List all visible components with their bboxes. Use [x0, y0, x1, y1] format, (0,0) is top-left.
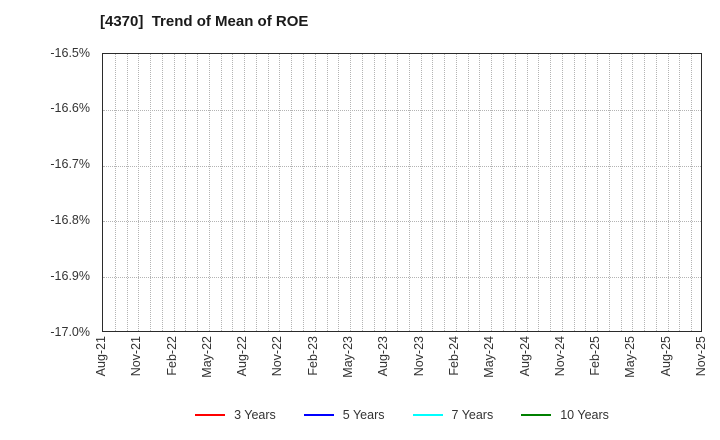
gridline [503, 54, 504, 331]
gridline [150, 54, 152, 331]
gridline [103, 109, 701, 111]
gridline [397, 54, 399, 331]
gridline [408, 54, 410, 331]
gridline [620, 54, 622, 331]
x-tick-label: Feb-22 [164, 336, 179, 376]
legend-item-5-years: 5 Years [303, 408, 385, 422]
gridline [350, 54, 352, 331]
gridline [679, 54, 681, 331]
gridline [291, 54, 293, 331]
gridline [691, 54, 693, 331]
gridline [373, 54, 375, 331]
legend-line-swatch [412, 413, 443, 417]
x-tick-label: Feb-25 [588, 336, 603, 376]
gridline [538, 54, 540, 331]
gridline [491, 54, 493, 331]
gridline [561, 54, 563, 331]
gridline [326, 54, 328, 331]
legend-line-swatch [303, 413, 334, 417]
gridline [103, 165, 701, 167]
gridline [161, 54, 163, 331]
gridline [220, 54, 222, 331]
x-tick-label: Feb-24 [446, 336, 461, 376]
gridline [185, 54, 187, 331]
gridline [444, 54, 446, 331]
gridline [655, 54, 657, 331]
gridline [432, 54, 434, 331]
gridline [314, 54, 316, 331]
gridline [420, 54, 422, 331]
gridline [667, 54, 669, 331]
legend-line-swatch [195, 413, 226, 417]
x-tick-label: May-24 [482, 336, 497, 378]
gridline [514, 54, 516, 331]
gridline [573, 54, 575, 331]
y-tick-label: -16.6% [50, 101, 90, 116]
gridline [479, 54, 481, 331]
gridline [173, 54, 175, 331]
gridline [232, 54, 234, 331]
gridline [597, 54, 599, 331]
gridline [632, 54, 634, 331]
x-tick-label: Nov-21 [129, 336, 144, 377]
legend-label: 10 Years [560, 408, 609, 422]
gridline [138, 54, 140, 331]
chart-title: [4370] Trend of Mean of ROE [100, 13, 309, 30]
x-tick-label: May-23 [341, 336, 356, 378]
x-tick-label: Nov-24 [552, 336, 567, 377]
x-tick-label: Aug-21 [94, 336, 108, 377]
legend-label: 5 Years [342, 408, 385, 422]
gridline [208, 54, 210, 331]
gridline [244, 54, 246, 331]
x-tick-label: May-22 [199, 336, 214, 378]
legend-line-swatch [521, 413, 552, 417]
x-tick-label: Aug-25 [658, 336, 673, 377]
gridline [526, 54, 528, 331]
gridline [455, 54, 457, 331]
x-tick-label: Feb-23 [305, 336, 320, 376]
gridline [279, 54, 281, 331]
legend-label: 3 Years [234, 408, 276, 422]
x-tick-label: Aug-22 [235, 336, 250, 377]
gridline [338, 54, 340, 331]
gridline [103, 221, 701, 223]
series-lines [103, 54, 701, 331]
legend-item-3-years: 3 Years [195, 408, 276, 422]
y-tick-label: -16.7% [50, 157, 90, 172]
y-tick-label: -17.0% [50, 324, 90, 339]
gridline [608, 54, 610, 331]
gridline [103, 277, 701, 279]
gridline [267, 54, 269, 331]
gridline [550, 54, 552, 331]
plot-area [102, 53, 702, 332]
legend-item-10-years: 10 Years [521, 408, 609, 422]
x-tick-label: Nov-25 [694, 336, 708, 377]
gridline [255, 54, 257, 331]
gridline [644, 54, 646, 331]
x-tick-label: May-25 [623, 336, 638, 378]
gridline [126, 54, 128, 331]
y-tick-label: -16.9% [50, 268, 90, 283]
x-tick-label: Aug-24 [517, 336, 532, 377]
x-tick-label: Nov-22 [270, 336, 285, 377]
y-tick-label: -16.8% [50, 212, 90, 227]
gridline [303, 54, 304, 331]
y-tick-label: -16.5% [50, 45, 90, 60]
legend: 3 Years 5 Years 7 Years 10 Years [102, 404, 702, 426]
x-tick-label: Nov-23 [411, 336, 426, 377]
legend-label: 7 Years [451, 408, 494, 422]
gridline [114, 54, 116, 331]
gridline [361, 54, 363, 331]
legend-item-7-years: 7 Years [412, 408, 494, 422]
gridline [197, 54, 199, 331]
gridline [385, 54, 387, 331]
gridline [467, 54, 469, 331]
gridline [585, 54, 587, 331]
x-tick-label: Aug-23 [376, 336, 391, 377]
